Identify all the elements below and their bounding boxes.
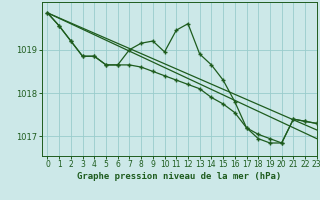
X-axis label: Graphe pression niveau de la mer (hPa): Graphe pression niveau de la mer (hPa): [77, 172, 281, 181]
